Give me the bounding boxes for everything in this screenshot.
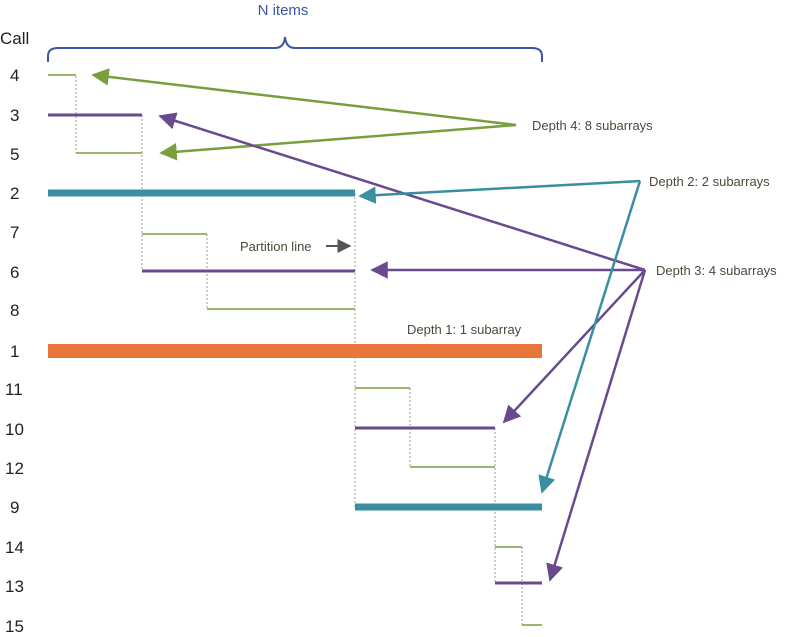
- depth2-label: Depth 2: 2 subarrays: [649, 174, 770, 189]
- subarray-bars: [48, 74, 542, 626]
- call-number: 2: [10, 184, 19, 203]
- depth3-label: Depth 3: 4 subarrays: [656, 263, 777, 278]
- call-number: 8: [10, 301, 19, 320]
- call-number: 10: [5, 420, 24, 439]
- call-number: 4: [10, 66, 19, 85]
- partition-line-label: Partition line: [240, 239, 312, 254]
- arrow-to-call-9: [538, 180, 642, 494]
- call-number: 6: [10, 263, 19, 282]
- depth2-arrows: [358, 179, 642, 494]
- arrow-to-call-5: [159, 123, 517, 161]
- depth4-label: Depth 4: 8 subarrays: [532, 118, 653, 133]
- call-number: 15: [5, 617, 24, 636]
- call-numbers: 4 3 5 2 7 6 8 1 11 10 12 9 14 13 15: [5, 66, 24, 636]
- arrow-to-call-10: [502, 269, 646, 424]
- n-items-brace: [47, 36, 543, 62]
- arrow-to-call-13: [546, 269, 647, 582]
- call-number: 5: [10, 145, 19, 164]
- depth1-label: Depth 1: 1 subarray: [407, 322, 522, 337]
- call-number: 11: [5, 380, 23, 399]
- call-column-header: Call: [0, 29, 29, 48]
- depth4-arrows: [91, 68, 517, 161]
- call-number: 3: [10, 106, 19, 125]
- arrow-to-call-4: [91, 68, 517, 127]
- call-number: 1: [10, 342, 19, 361]
- arrow-to-call-2: [358, 179, 641, 204]
- call-number: 7: [10, 223, 19, 242]
- call-number: 9: [10, 498, 19, 517]
- call-number: 13: [5, 577, 24, 596]
- call-number: 14: [5, 538, 24, 557]
- n-items-title: N items: [258, 2, 309, 19]
- call-number: 12: [5, 459, 24, 478]
